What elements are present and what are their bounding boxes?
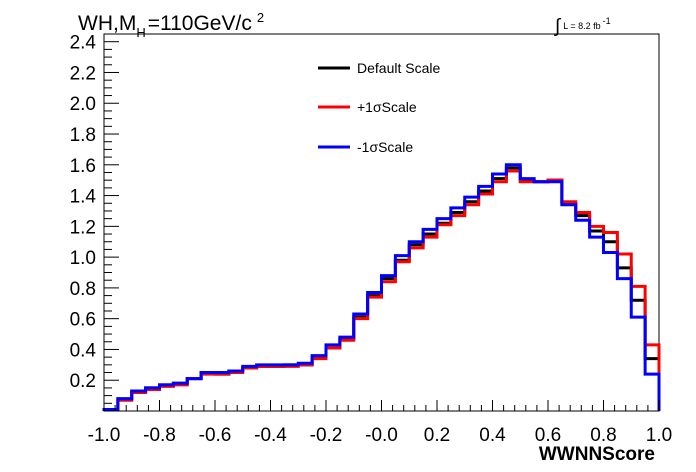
x-tick-label: 0.6 xyxy=(535,425,561,446)
axes xyxy=(103,34,659,412)
y-tick-label: 2.0 xyxy=(70,94,96,115)
y-tick-label: 1.0 xyxy=(70,248,96,269)
plot-area xyxy=(103,33,660,412)
y-tick-label: 0.4 xyxy=(70,340,97,361)
x-tick-label: 0.8 xyxy=(590,425,616,446)
histogram-series xyxy=(102,163,661,411)
luminosity-label: ∫ L = 8.2 fb -1 xyxy=(554,16,611,37)
x-tick-label: 0.4 xyxy=(479,425,506,446)
integral-symbol: ∫ xyxy=(554,16,562,37)
legend-label: +1σScale xyxy=(357,99,417,115)
x-tick-label: -0.4 xyxy=(254,425,287,446)
x-tick-label: -0.8 xyxy=(143,425,176,446)
x-tick-label: -0.2 xyxy=(310,425,343,446)
series-line--1-scale xyxy=(102,163,661,411)
y-tick-label: 1.2 xyxy=(70,217,96,238)
luminosity-text: L = 8.2 fb xyxy=(563,21,600,31)
x-tick-label: -0.6 xyxy=(199,425,232,446)
y-tick-label: 1.4 xyxy=(70,187,97,208)
plot-frame xyxy=(103,33,660,412)
x-tick-label: -1.0 xyxy=(88,425,121,446)
legend-label: Default Scale xyxy=(357,60,440,76)
y-tick-label: 2.4 xyxy=(70,33,97,54)
title-mid-text: =110GeV/c xyxy=(148,12,252,35)
y-tick-label: 0.2 xyxy=(70,371,96,392)
y-tick-label: 0.8 xyxy=(70,279,96,300)
x-tick-label: 1.0 xyxy=(646,425,672,446)
x-tick-label: -0.0 xyxy=(365,425,398,446)
y-tick-label: 0.6 xyxy=(70,310,96,331)
title-superscript: 2 xyxy=(257,10,264,25)
luminosity-superscript: -1 xyxy=(603,16,611,26)
legend: Default Scale +1σScale -1σScale xyxy=(318,60,440,155)
y-tick-label: 1.8 xyxy=(70,125,96,146)
title-main-text: WH,M xyxy=(78,12,136,35)
x-axis-label: WWNNScore xyxy=(539,444,655,465)
y-tick-label: 2.2 xyxy=(70,63,96,84)
chart-title: WH,MH=110GeV/c 2 xyxy=(78,10,264,40)
x-axis-ticks: -1.0 -0.8 -0.6 -0.4 -0.2 -0.0 0.2 0.4 0.6 0.8 1.0 xyxy=(88,400,672,446)
legend-label: -1σScale xyxy=(357,139,413,155)
x-tick-label: 0.2 xyxy=(424,425,450,446)
y-tick-label: 1.6 xyxy=(70,156,96,177)
y-axis-ticks: 0.2 0.4 0.6 0.8 1.0 1.2 1.4 1.6 1.8 2.0 2.2 2.4 xyxy=(70,33,119,412)
title-subscript: H xyxy=(136,25,145,40)
